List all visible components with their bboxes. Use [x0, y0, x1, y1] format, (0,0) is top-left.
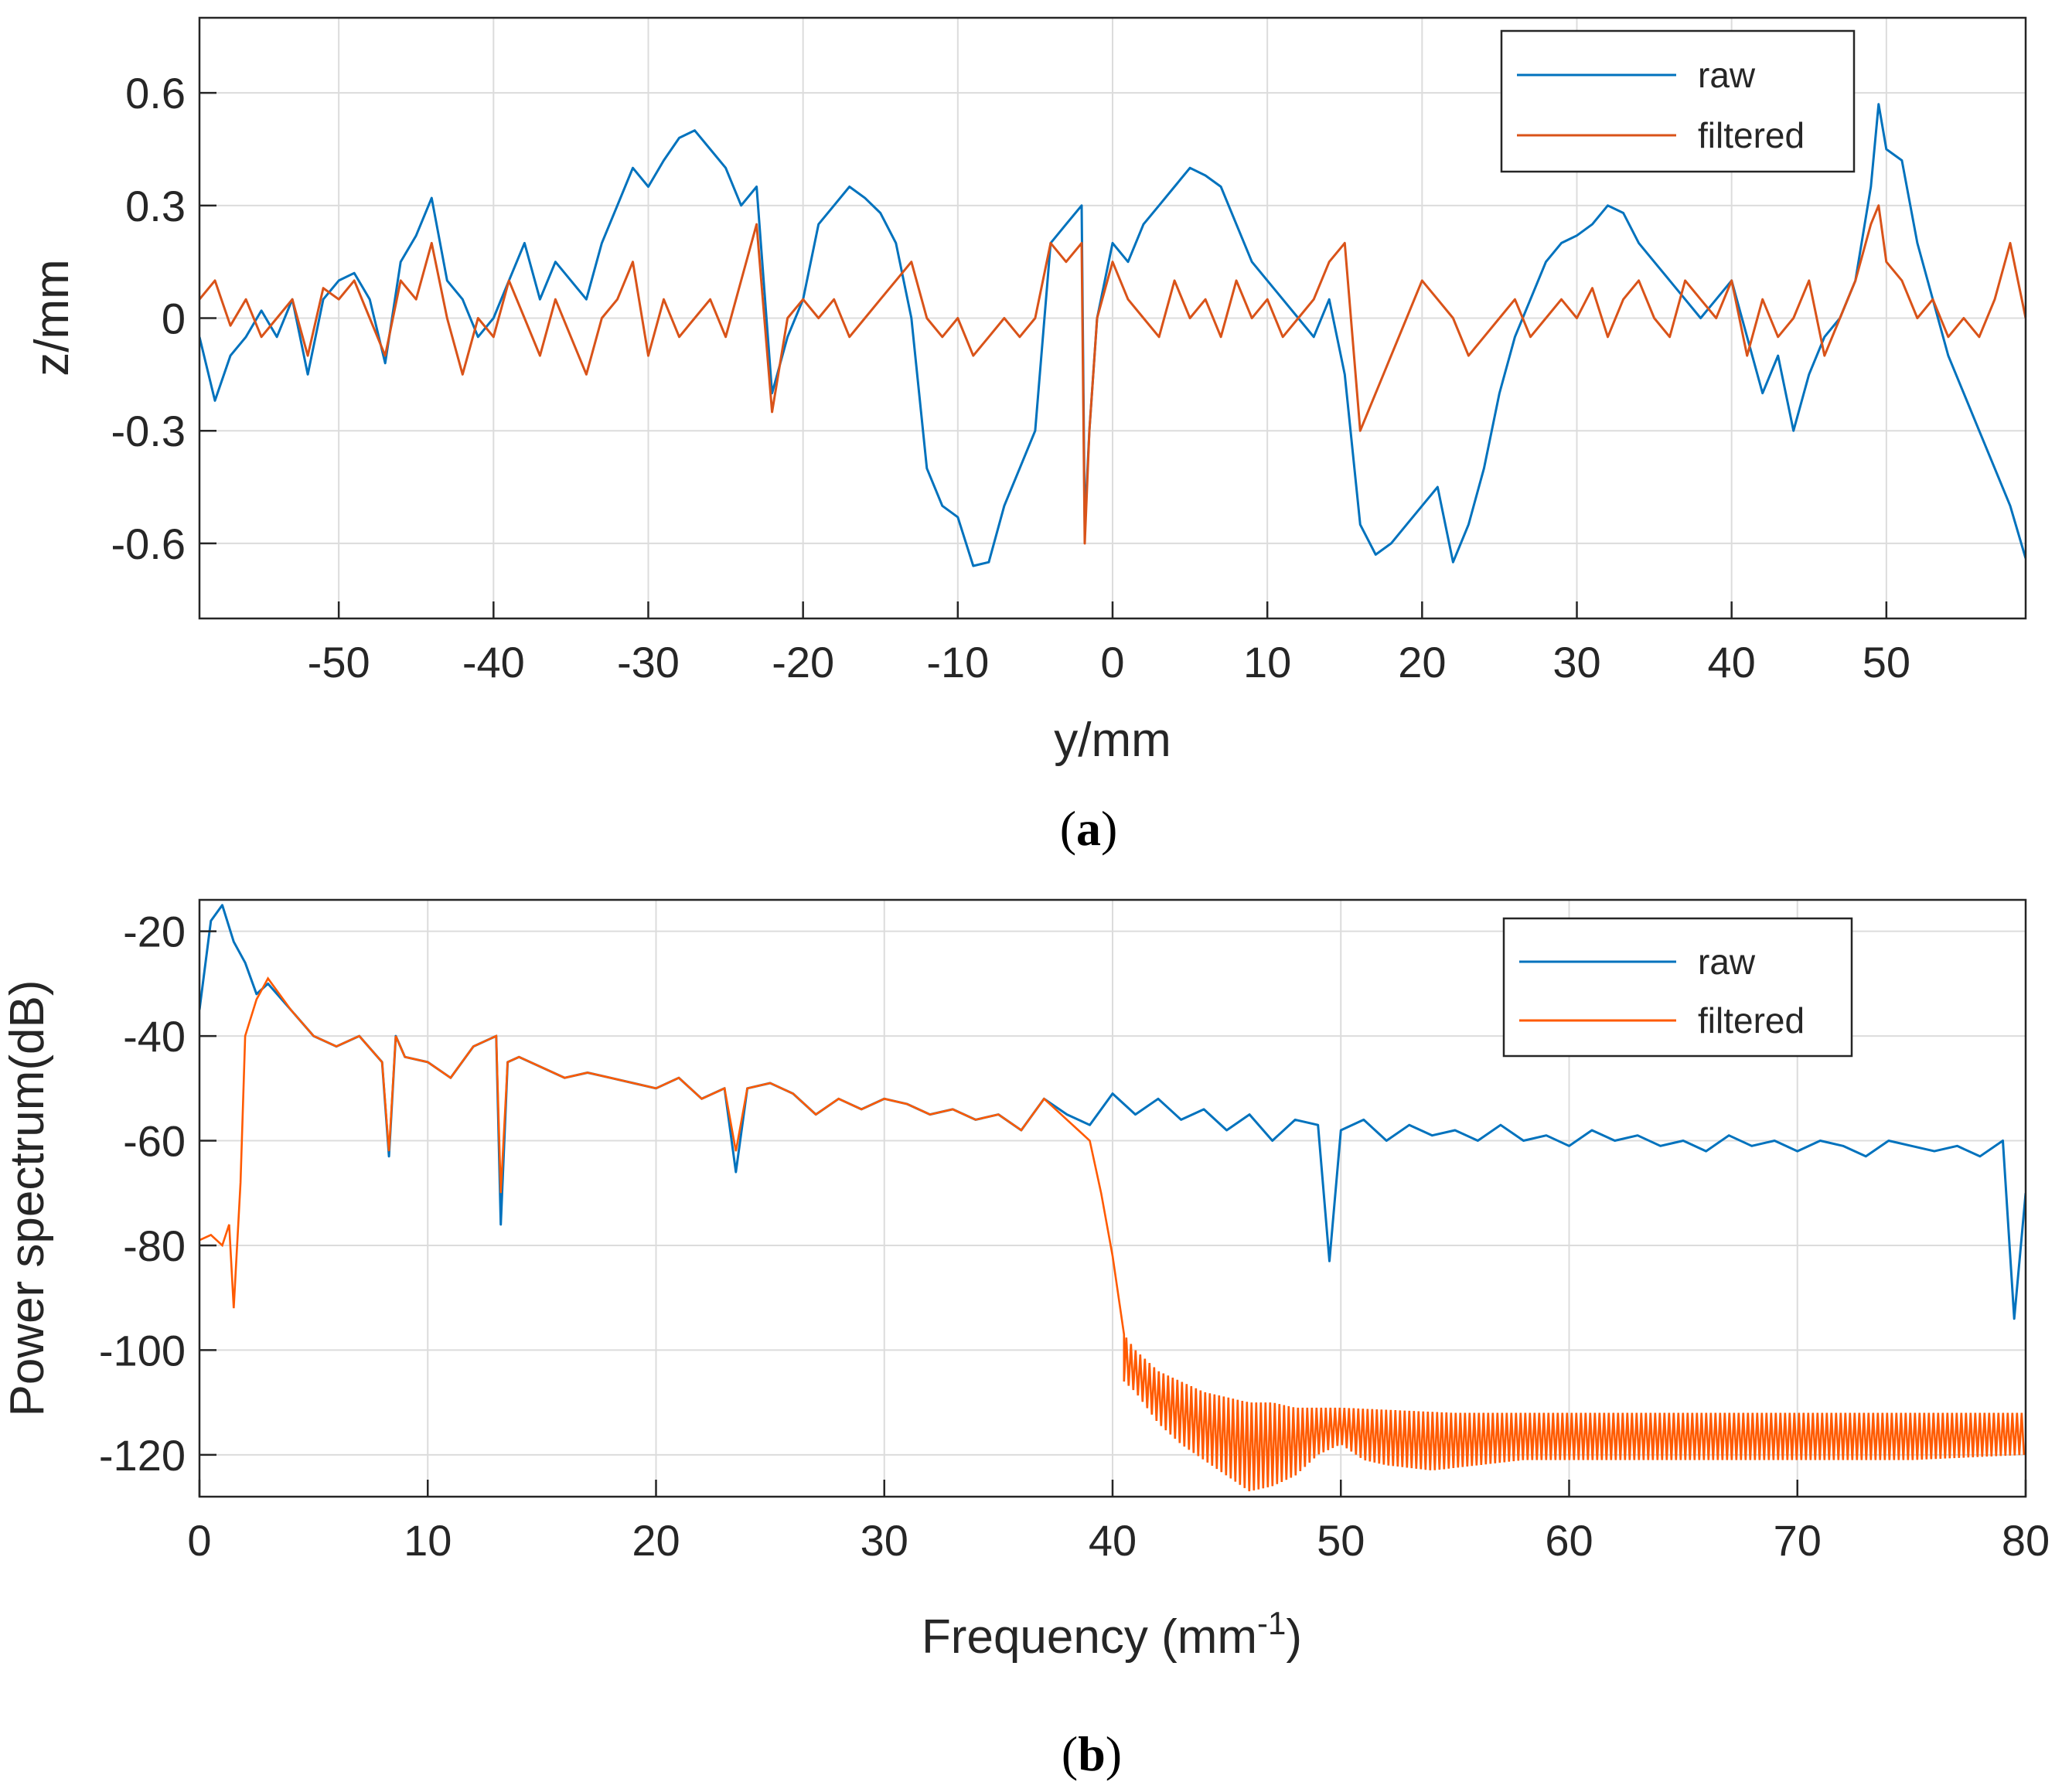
panel-a-x-tick-label: 40	[1708, 638, 1756, 686]
panel-b-x-tick-label: 40	[1089, 1516, 1137, 1565]
panel-a-y-axis-label: z/mm	[26, 259, 79, 376]
panel-a-lines	[199, 103, 2026, 567]
panel-b-x-axis-label-suffix: )	[1286, 1610, 1302, 1664]
panel-a-x-tick-label: -30	[617, 638, 680, 686]
panel-b-legend-raw-label: raw	[1698, 942, 1756, 982]
panel-a-y-tick-label: -0.6	[111, 520, 186, 568]
panel-b-y-tick-label: -60	[123, 1117, 186, 1166]
panel-a-y-tick-label: 0.6	[125, 69, 186, 118]
panel-b-series-filtered	[199, 976, 2026, 1492]
panel-b-x-tick-label: 10	[404, 1516, 452, 1565]
panel-b-caption-letter: b	[1078, 1726, 1106, 1781]
panel-b-x-tick-label: 50	[1317, 1516, 1365, 1565]
panel-b-x-axis-label-main: Frequency (mm	[922, 1610, 1257, 1664]
panel-a-x-tick-label: -50	[308, 638, 370, 686]
panel-b-x-axis-label: Frequency (mm-1)	[922, 1605, 1302, 1664]
panel-a-series-raw	[199, 103, 2026, 567]
panel-b-legend: raw filtered	[1502, 917, 1853, 1058]
panel-b-x-tick-label: 30	[861, 1516, 908, 1565]
panel-a-x-tick-label: -40	[462, 638, 525, 686]
panel-a-caption-letter: a	[1076, 801, 1101, 856]
panel-a-y-tick-label: 0	[162, 295, 186, 343]
panel-b-lines	[199, 904, 2026, 1492]
panel-b-legend-filtered-label: filtered	[1698, 1000, 1805, 1041]
panel-b-caption: (b)	[1062, 1726, 1122, 1781]
panel-b: 0 10 20 30 40 50 60 70 80 -20 -40 -60 -80 -100 -120 Fr…	[1, 898, 2050, 1781]
panel-a-y-tick-label: -0.3	[111, 407, 186, 455]
panel-a-legend-box	[1500, 29, 1856, 173]
panel-a-x-tick-label: 50	[1863, 638, 1910, 686]
panel-a-x-tick-label: -20	[772, 638, 834, 686]
panel-b-y-tick-label: -100	[99, 1326, 186, 1375]
panel-b-legend-box	[1502, 917, 1853, 1058]
panel-a-legend-filtered-label: filtered	[1698, 115, 1805, 155]
panel-a-x-tick-label: 30	[1552, 638, 1600, 686]
panel-b-x-tick-label: 80	[2002, 1516, 2050, 1565]
panel-b-x-tick-label: 20	[632, 1516, 680, 1565]
panel-b-y-tick-label: -40	[123, 1012, 186, 1061]
panel-b-y-tick-label: -120	[99, 1431, 186, 1480]
panel-a-series-filtered	[199, 204, 2026, 545]
panel-a-legend: raw filtered	[1500, 29, 1856, 173]
panel-a-ticks: -50 -40 -30 -20 -10 0 10 20 30 40 50 0.6 0.3 0 -0.3 -0.…	[111, 69, 1910, 686]
panel-a-x-tick-label: 20	[1398, 638, 1446, 686]
panel-a: -50 -40 -30 -20 -10 0 10 20 30 40 50 0.6 0.3 0 -0.3 -0.…	[26, 16, 2027, 856]
panel-b-x-tick-label: 60	[1545, 1516, 1593, 1565]
panel-b-y-tick-label: -20	[123, 908, 186, 956]
panel-b-x-tick-label: 70	[1774, 1516, 1822, 1565]
panel-a-x-axis-label: y/mm	[1054, 714, 1171, 767]
panel-a-x-tick-label: -10	[926, 638, 989, 686]
panel-b-ticks: 0 10 20 30 40 50 60 70 80 -20 -40 -60 -80 -100 -120	[99, 908, 2050, 1565]
panel-a-legend-raw-label: raw	[1698, 55, 1756, 95]
panel-a-x-tick-label: 0	[1100, 638, 1124, 686]
panel-b-x-tick-label: 0	[187, 1516, 211, 1565]
panel-b-x-axis-label-exponent: -1	[1257, 1605, 1286, 1641]
panel-b-y-axis-label: Power spectrum(dB)	[1, 979, 54, 1416]
panel-a-y-tick-label: 0.3	[125, 182, 186, 230]
panel-a-x-tick-label: 10	[1243, 638, 1291, 686]
panel-a-caption: (a)	[1060, 801, 1118, 856]
panel-b-y-tick-label: -80	[123, 1221, 186, 1270]
